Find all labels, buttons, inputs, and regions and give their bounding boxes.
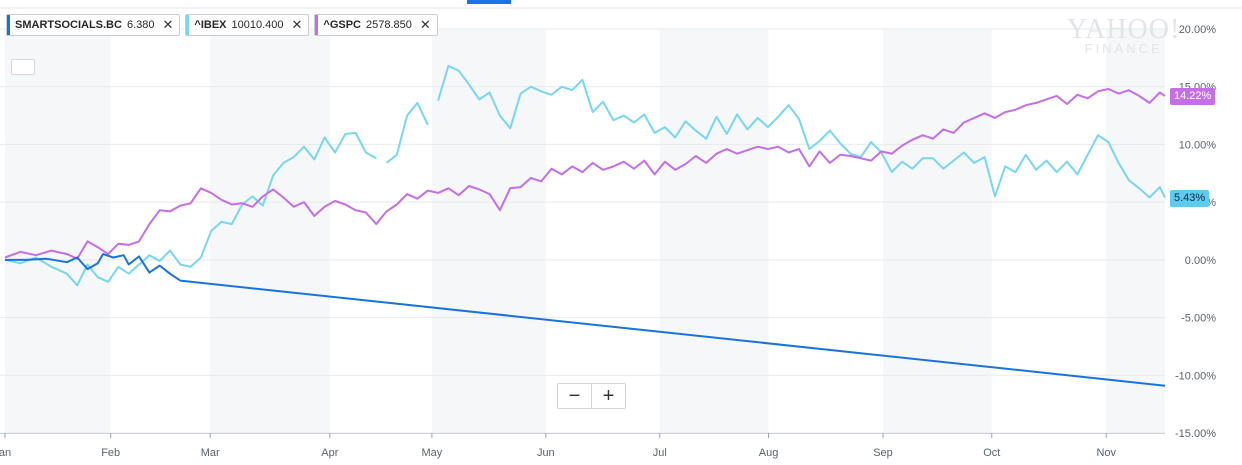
x-tick-label: Oct xyxy=(983,447,1000,459)
yahoo-finance-watermark: YAHOO! FINANCE xyxy=(1067,14,1180,56)
series-color-swatch xyxy=(315,15,319,35)
month-band xyxy=(5,29,111,433)
gspc-last-value-tag: 14.22% xyxy=(1170,88,1216,105)
series-line-gspc xyxy=(4,88,1166,260)
x-axis: an Feb Mar Apr May Jun Jul Aug Sep Oct Nov xyxy=(0,433,1165,459)
legend-chip-ibex[interactable]: ^IBEX 10010.400 ✕ xyxy=(185,14,310,36)
remove-series-icon[interactable]: ✕ xyxy=(419,17,431,32)
month-bands xyxy=(5,29,1165,433)
series-lines xyxy=(4,64,1166,387)
x-tick-label: Feb xyxy=(101,447,120,459)
y-tick-label: -15.00% xyxy=(1175,428,1216,440)
x-tick-label: Jun xyxy=(537,447,555,459)
legend-chip-smartsocials[interactable]: SMARTSOCIALS.BC 6.380 ✕ xyxy=(6,14,181,36)
zoom-divider xyxy=(591,384,592,408)
x-tick-label: Jul xyxy=(653,447,667,459)
legend-value: 10010.400 xyxy=(231,19,284,31)
month-band xyxy=(431,29,546,433)
legend-symbol: SMARTSOCIALS.BC xyxy=(15,19,122,31)
y-tick-label: -5.00% xyxy=(1181,313,1216,325)
legend: SMARTSOCIALS.BC 6.380 ✕ ^IBEX 10010.400 … xyxy=(6,14,438,36)
series-line-smartsocials-bc xyxy=(5,253,1166,387)
x-tick-label: Aug xyxy=(759,447,779,459)
x-tick-label: Sep xyxy=(873,447,893,459)
watermark-line2: FINANCE xyxy=(1084,41,1163,56)
watermark-line1: YAHOO! xyxy=(1067,14,1181,45)
month-band xyxy=(210,29,330,433)
zoom-in-button[interactable]: + xyxy=(602,384,615,407)
y-tick-label: 20.00% xyxy=(1179,24,1217,36)
y-tick-label: 0.00% xyxy=(1185,255,1216,267)
x-tick-label: Nov xyxy=(1096,447,1116,459)
series-color-swatch xyxy=(186,15,190,35)
series-color-swatch xyxy=(7,15,10,35)
series-line-ibex xyxy=(437,64,1166,199)
series-line-ibex xyxy=(4,131,377,287)
active-range-indicator xyxy=(467,0,511,4)
legend-value: 2578.850 xyxy=(366,19,412,31)
series-line-ibex xyxy=(385,101,429,164)
legend-chip-gspc[interactable]: ^GSPC 2578.850 ✕ xyxy=(314,14,438,36)
legend-symbol: ^GSPC xyxy=(323,19,362,31)
month-band xyxy=(882,29,992,433)
legend-value: 6.380 xyxy=(126,19,155,31)
ibex-last-value-tag: 5.43% xyxy=(1170,190,1210,207)
remove-series-icon[interactable]: ✕ xyxy=(162,17,174,32)
month-band xyxy=(1106,29,1165,433)
x-tick-label: an xyxy=(0,447,11,459)
x-tick-label: May xyxy=(421,447,442,459)
legend-symbol: ^IBEX xyxy=(194,19,227,31)
y-axis: 20.00%15.00%10.00%5.00%0.00%-5.00%-10.00… xyxy=(1175,24,1216,440)
gridlines xyxy=(0,7,1242,434)
remove-series-icon[interactable]: ✕ xyxy=(291,17,303,32)
x-tick-label: Mar xyxy=(201,447,220,459)
x-tick-label: Apr xyxy=(321,447,338,459)
month-band xyxy=(659,29,769,433)
chart-settings-toggle[interactable] xyxy=(11,59,35,75)
zoom-controls: − + xyxy=(557,383,626,409)
y-tick-label: 10.00% xyxy=(1179,139,1217,151)
y-tick-label: -10.00% xyxy=(1175,370,1216,382)
zoom-out-button[interactable]: − xyxy=(568,384,581,407)
